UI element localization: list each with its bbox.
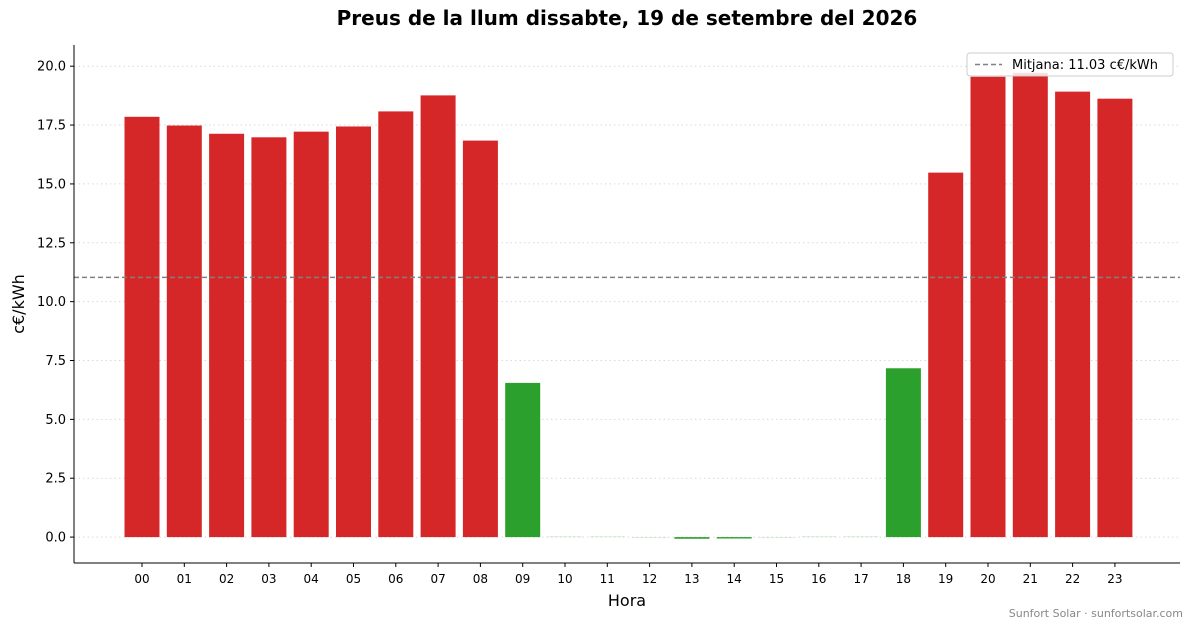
x-tick-label: 09 [515, 572, 530, 586]
bar-hour-04 [293, 131, 329, 538]
x-tick-label: 08 [473, 572, 488, 586]
x-tick-label: 04 [304, 572, 319, 586]
axes [73, 45, 1180, 564]
bar-hour-20 [970, 76, 1006, 538]
bar-hour-13 [674, 537, 710, 539]
bar-hour-10 [547, 536, 583, 538]
x-tick-label: 18 [896, 572, 911, 586]
y-tick-label: 2.5 [45, 472, 66, 487]
legend: Mitjana: 11.03 c€/kWh [966, 52, 1174, 77]
y-tick-label: 0.0 [45, 531, 66, 546]
y-tick-label: 10.0 [37, 295, 66, 310]
bar-hour-05 [336, 126, 371, 538]
x-tick-label: 11 [600, 572, 615, 586]
bar-hour-09 [505, 382, 541, 538]
bar-hour-15 [759, 537, 794, 539]
legend-box [966, 52, 1174, 77]
legend-mean-label: Mitjana: 11.03 c€/kWh [1012, 58, 1158, 73]
bar-hour-11 [589, 536, 625, 538]
x-tick-label: 10 [557, 572, 572, 586]
x-tick-label: 22 [1065, 572, 1080, 586]
bar-hour-21 [1012, 72, 1048, 538]
bar-hour-02 [209, 133, 245, 538]
x-tick-label: 23 [1107, 572, 1122, 586]
bar-hour-14 [716, 537, 752, 539]
x-tick-label: 00 [134, 572, 149, 586]
x-tick-label: 03 [261, 572, 276, 586]
bar-hour-19 [928, 172, 964, 538]
y-tick-label: 15.0 [37, 177, 66, 192]
x-tick-label: 06 [388, 572, 403, 586]
bar-hour-07 [420, 95, 456, 538]
bars [124, 72, 1133, 539]
x-tick-label: 02 [219, 572, 234, 586]
x-tick-label: 17 [853, 572, 868, 586]
bar-hour-16 [801, 536, 837, 538]
y-tick-label: 7.5 [45, 354, 66, 369]
bar-hour-17 [843, 536, 879, 538]
bar-hour-23 [1097, 98, 1133, 538]
x-axis-label: Hora [608, 591, 646, 610]
x-tick-label: 05 [346, 572, 361, 586]
x-tick-label: 07 [430, 572, 445, 586]
y-tick-label: 5.0 [45, 413, 66, 428]
x-ticks: 00 01 02 03 04 05 06 07 08 09 10 11 12 13 14 15 16 17 18 19… [134, 563, 1123, 586]
x-tick-label: 21 [1023, 572, 1038, 586]
x-tick-label: 19 [938, 572, 953, 586]
bar-hour-01 [166, 125, 202, 538]
x-tick-label: 20 [980, 572, 995, 586]
bar-hour-00 [124, 116, 160, 538]
bar-hour-12 [632, 537, 668, 539]
x-tick-label: 13 [684, 572, 699, 586]
y-tick-label: 17.5 [37, 119, 66, 134]
chart-title: Preus de la llum dissabte, 19 de setembr… [337, 6, 918, 30]
footer-credit: Sunfort Solar · sunfortsolar.com [1009, 607, 1183, 620]
x-tick-label: 12 [642, 572, 657, 586]
bar-hour-08 [462, 140, 498, 538]
x-tick-label: 14 [727, 572, 742, 586]
bar-hour-22 [1055, 91, 1091, 538]
x-tick-label: 01 [177, 572, 192, 586]
y-axis-label: c€/kWh [9, 274, 28, 334]
x-tick-label: 15 [769, 572, 784, 586]
y-tick-label: 12.5 [37, 236, 66, 251]
bar-hour-03 [251, 137, 287, 538]
y-tick-label: 20.0 [37, 60, 66, 75]
x-tick-label: 16 [811, 572, 826, 586]
y-ticks: 0.0 2.5 5.0 7.5 10.0 12.5 15.0 17.5 20.0 [37, 60, 74, 546]
bar-hour-18 [885, 368, 921, 538]
bar-hour-06 [378, 111, 414, 538]
